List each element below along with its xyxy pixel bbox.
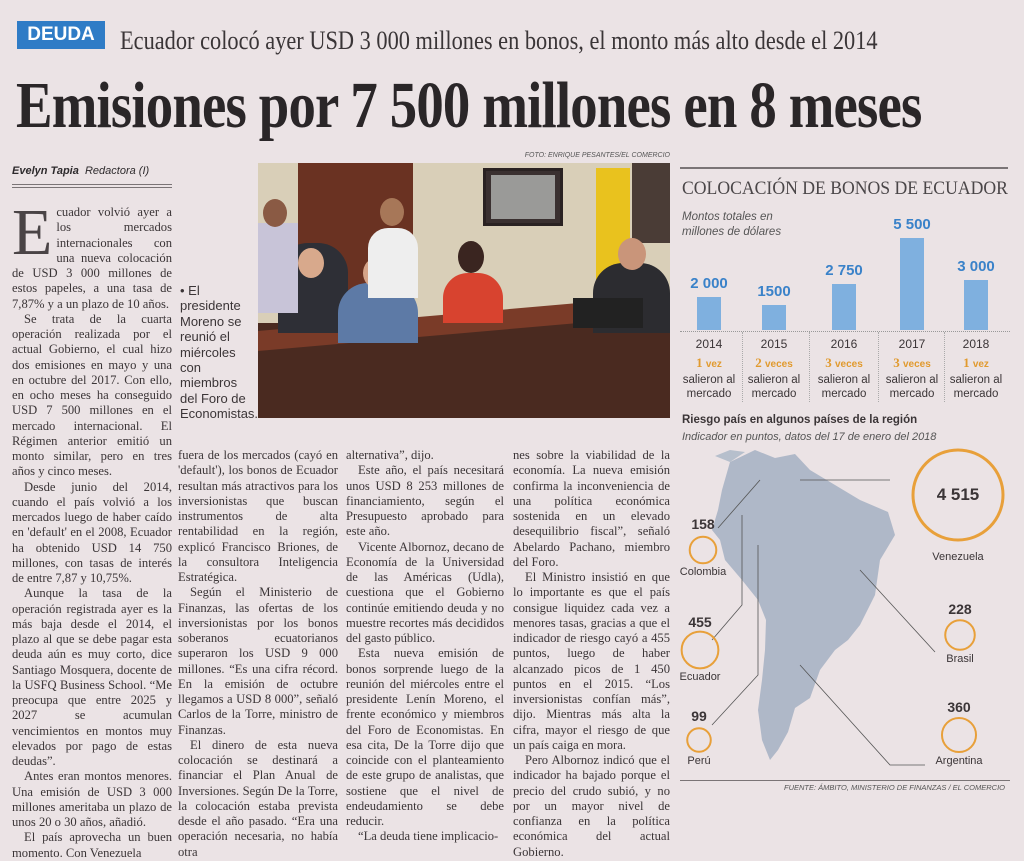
map-landmass <box>712 450 895 760</box>
article-column-4: nes sobre la viabilidad de la economía. … <box>513 448 670 860</box>
paragraph: Se trata de la cuarta operación realizad… <box>12 311 172 479</box>
times-caption: salieron al mercado <box>682 374 736 400</box>
bar-value-label: 2 750 <box>825 262 863 279</box>
news-photo <box>258 163 670 418</box>
map-subtitle: Indicador en puntos, datos del 17 de ene… <box>682 431 937 443</box>
x-tick-label: 2014 <box>695 337 723 351</box>
country-name: Brasil <box>946 652 974 665</box>
author: Evelyn Tapia <box>12 165 79 177</box>
bar-value-label: 3 000 <box>957 257 995 275</box>
times-label: 3 veces <box>825 355 863 370</box>
drop-cap: E <box>12 196 53 269</box>
paragraph: Este año, el país necesitará unos USD 8 … <box>346 463 504 539</box>
paragraph: nes sobre la viabilidad de la economía. … <box>513 448 670 569</box>
paragraph: El dinero de esta nueva colocación se de… <box>178 737 338 859</box>
times-label: 3 veces <box>893 355 931 370</box>
risk-value: 228 <box>948 601 972 617</box>
photo-caption: • El presidente Moreno se reunió el miér… <box>180 283 259 422</box>
paragraph: Antes eran montos menores. Una emisión d… <box>12 769 172 829</box>
byline: Evelyn Tapia Redactora (I) <box>12 165 149 177</box>
divider <box>680 167 1008 169</box>
paragraph: Según el Ministerio de Finanzas, las ofe… <box>178 585 338 737</box>
paragraph: El Ministro insistió en que lo important… <box>513 570 670 752</box>
country-name: Ecuador <box>679 671 721 684</box>
chart-baseline <box>680 331 1010 332</box>
paragraph: Vicente Albornoz, decano de Economía de … <box>346 539 504 646</box>
bar-2018 <box>964 279 988 330</box>
bar-value-label: 5 500 <box>893 216 931 233</box>
country-name: Argentina <box>935 755 983 767</box>
x-tick-label: 2015 <box>760 337 788 351</box>
source-note: FUENTE: ÁMBITO, MINISTERIO DE FINANZAS /… <box>784 783 1005 792</box>
paragraph: Aunque la tasa de la operación registrad… <box>12 586 172 768</box>
risk-value: 158 <box>691 516 715 532</box>
times-caption: salieron al mercado <box>817 374 871 400</box>
paragraph: Desde junio del 2014, cuando el país vol… <box>12 479 172 586</box>
divider <box>12 187 172 188</box>
paragraph: El país aprovecha un buen momento. Con V… <box>12 830 172 860</box>
risk-value: 360 <box>947 699 971 715</box>
paragraph: “La deuda tiene implicacio- <box>358 829 499 844</box>
article-column-2: fuera de los mercados (cayó en 'default'… <box>178 448 338 860</box>
bar-value-label: 2 000 <box>690 274 728 292</box>
country-name: Colombia <box>679 566 727 579</box>
photo-credit: FOTO: ENRIQUE PESANTES/EL COMERCIO <box>524 152 670 159</box>
risk-value: 99 <box>691 708 707 724</box>
times-label: 1 vez <box>696 355 722 370</box>
map-title: Riesgo país en algunos países de la regi… <box>682 414 918 426</box>
bar-value-label: 1500 <box>757 282 791 300</box>
bar-2016 <box>832 284 856 330</box>
chart-ylabel: Montos totales en millones de dólares <box>682 211 782 238</box>
divider <box>680 780 1010 781</box>
country-name: Venezuela <box>932 551 984 563</box>
column-separator <box>741 332 743 402</box>
times-label: 2 veces <box>755 355 793 370</box>
risk-value: 4 515 <box>936 485 980 504</box>
section-badge: DEUDA <box>17 21 105 49</box>
country-name: Perú <box>687 754 711 767</box>
column-separator <box>809 332 810 402</box>
bar-2014 <box>697 296 721 330</box>
kicker: Ecuador colocó ayer USD 3 000 millones e… <box>120 26 878 55</box>
times-caption: salieron al mercado <box>747 374 801 400</box>
chart-title: COLOCACIÓN DE BONOS DE ECUADOR <box>682 178 1008 199</box>
times-label: 1 vez <box>963 355 989 370</box>
paragraph: fuera de los mercados (cayó en 'default'… <box>178 448 338 584</box>
bar-2015 <box>762 304 786 330</box>
risk-value: 455 <box>688 614 712 630</box>
column-separator <box>944 332 945 402</box>
paragraph: alternativa”, dijo. <box>346 448 434 462</box>
author-role: Redactora (I) <box>84 165 150 177</box>
paragraph: Esta nueva emisión de bonos sorprende lu… <box>346 646 504 828</box>
column-separator <box>878 332 879 402</box>
times-caption: salieron al mercado <box>885 374 939 400</box>
x-tick-label: 2017 <box>898 337 926 351</box>
x-tick-label: 2018 <box>962 337 990 351</box>
paragraph: Pero Albornoz indicó que el indicador ha… <box>513 753 670 859</box>
headline: Emisiones por 7 500 millones en 8 meses <box>16 69 922 142</box>
bar-2017 <box>900 238 924 330</box>
article-column-3: alternativa”, dijo. Este año, el país ne… <box>346 448 504 845</box>
divider <box>12 184 172 185</box>
times-caption: salieron al mercado <box>949 374 1003 400</box>
x-tick-label: 2016 <box>830 337 858 351</box>
